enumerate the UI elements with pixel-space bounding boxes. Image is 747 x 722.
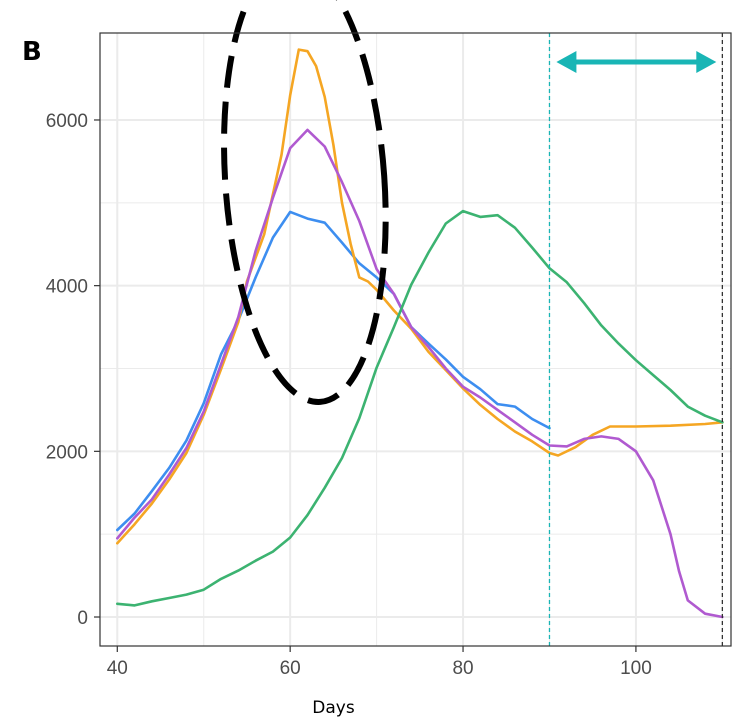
y-tick-label: 6000 — [46, 111, 88, 132]
double-arrow-left-head — [556, 50, 577, 73]
grid — [100, 33, 731, 646]
panel-border — [99, 32, 732, 647]
x-tick-label: 80 — [452, 658, 473, 679]
y-tick-label: 2000 — [46, 442, 88, 463]
series-line-1 — [116, 210, 551, 532]
panel-label: B — [22, 37, 42, 67]
y-tick-label: 0 — [77, 608, 88, 629]
annotations — [221, 0, 717, 405]
x-tick-label: 60 — [280, 658, 301, 679]
dashed-ellipse — [221, 0, 389, 405]
series-line-4 — [116, 209, 724, 607]
double-arrow-right-head — [696, 50, 717, 73]
x-axis-title: Days — [312, 698, 355, 718]
series-line-3 — [116, 128, 724, 619]
x-tick-label: 100 — [620, 658, 652, 679]
series-line-2 — [116, 48, 724, 545]
y-tick-label: 4000 — [46, 277, 88, 298]
series-lines — [116, 48, 724, 619]
x-tick-label: 40 — [107, 658, 128, 679]
axes: 40 60 80 100 0 2000 4000 6000 — [46, 111, 652, 679]
